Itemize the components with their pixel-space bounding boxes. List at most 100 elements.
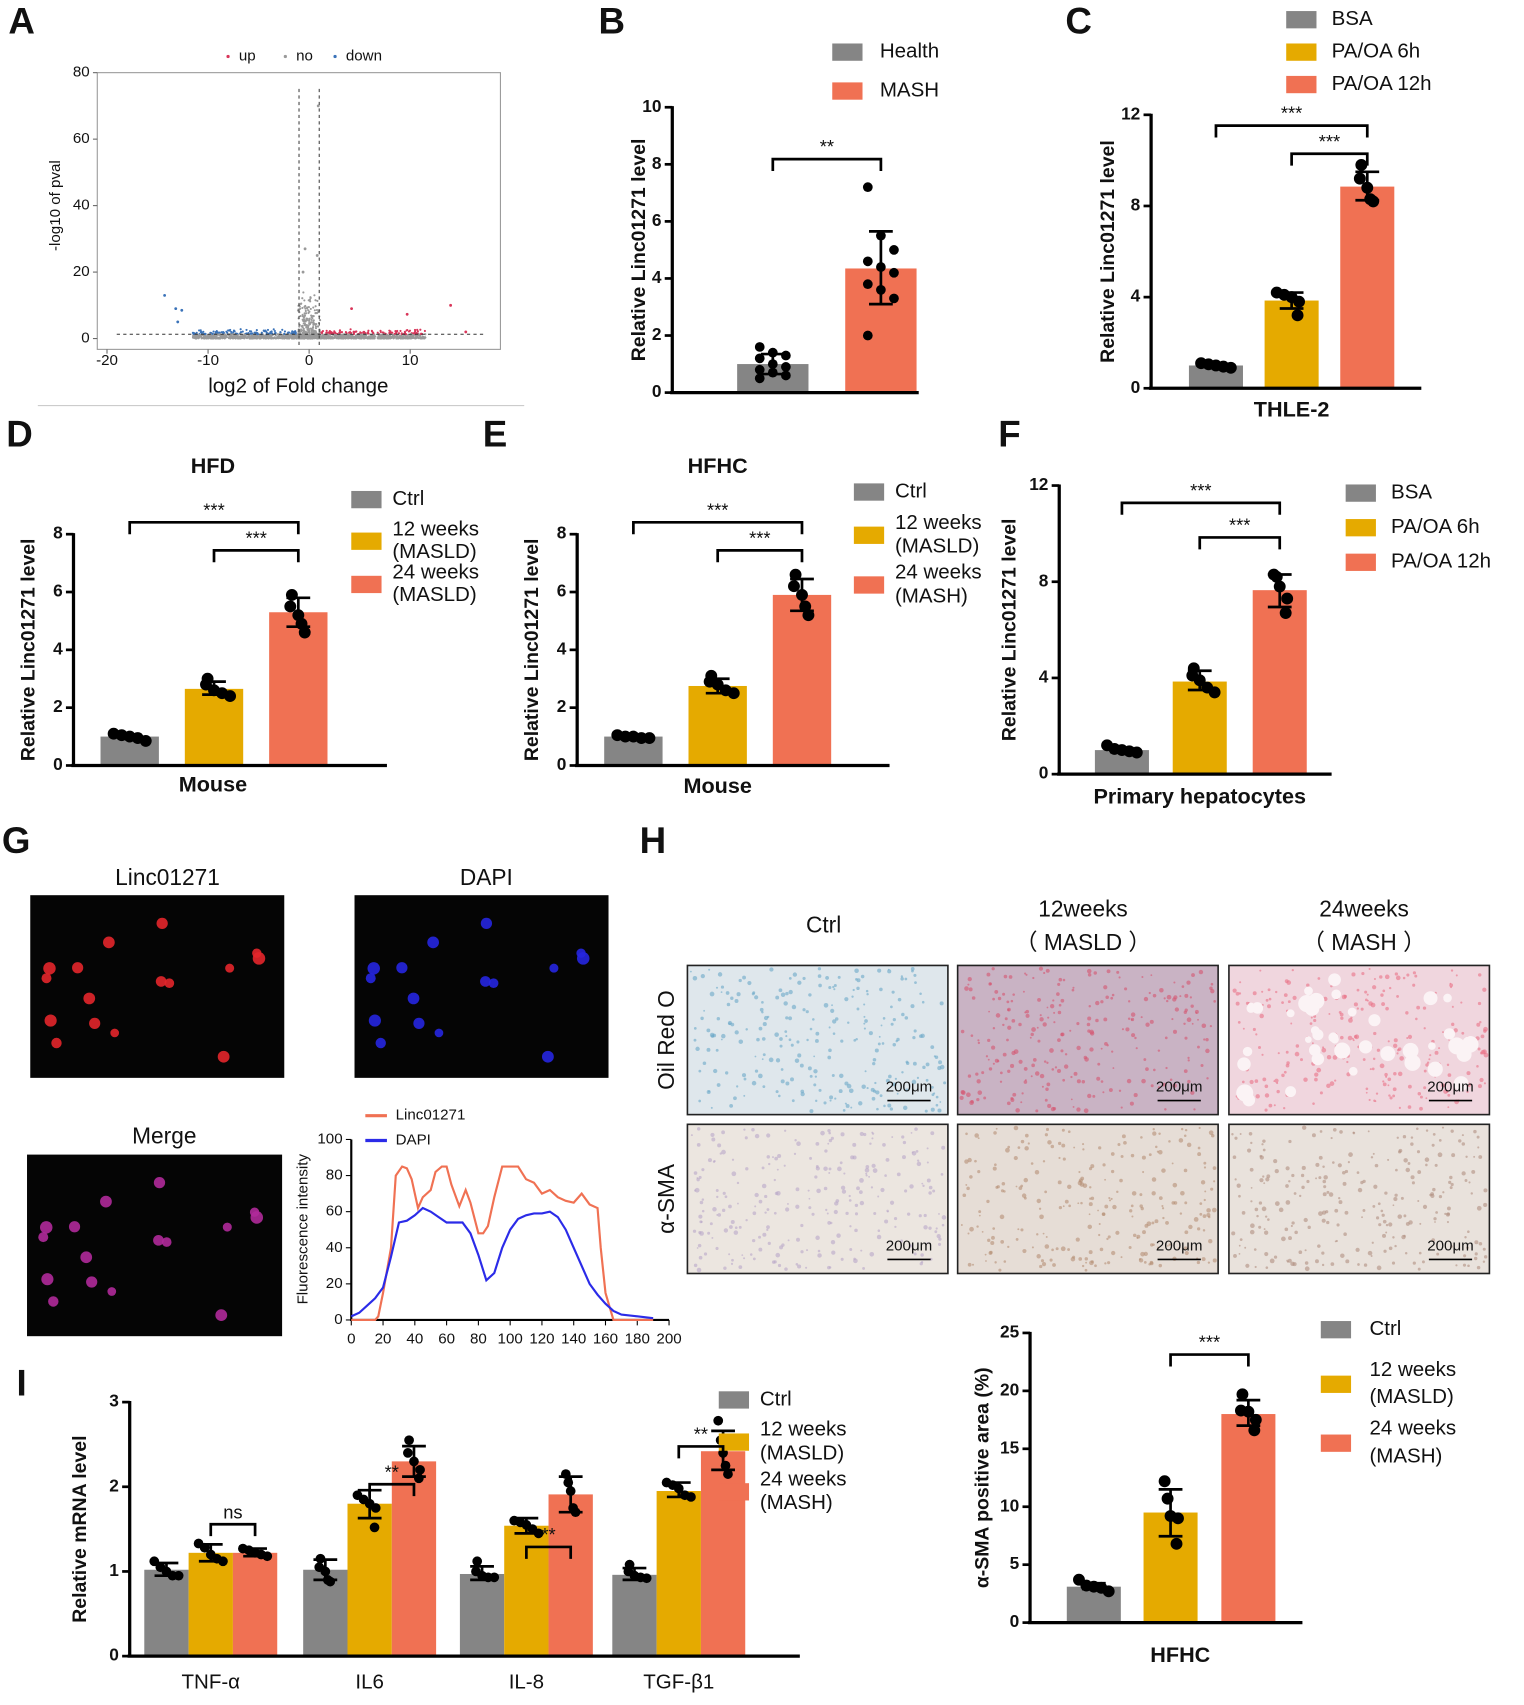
stain-dot <box>997 996 1002 1001</box>
stain-dot <box>1425 1129 1429 1132</box>
stain-dot <box>1290 1224 1293 1228</box>
stain-dot <box>830 1008 835 1013</box>
stain-dot <box>701 1198 705 1201</box>
stain-dot <box>733 1096 737 1101</box>
stain-dot <box>787 1239 790 1242</box>
stain-dot <box>993 1131 997 1135</box>
stain-dot <box>1089 1197 1092 1200</box>
stain-dot <box>1286 1259 1289 1262</box>
stain-dot <box>743 1077 747 1081</box>
stain-dot <box>1294 1051 1300 1057</box>
bar <box>232 1552 278 1657</box>
stain-dot <box>1306 983 1310 987</box>
stain-dot <box>1087 1029 1091 1033</box>
stain-dot <box>815 1039 819 1043</box>
stain-dot <box>896 1092 899 1095</box>
stain-dot <box>1041 1262 1047 1267</box>
data-point <box>309 307 312 311</box>
stain-dot <box>1150 974 1153 977</box>
stain-dot <box>730 996 734 1000</box>
stain-dot <box>834 1097 837 1100</box>
histology-image <box>686 1123 949 1275</box>
stain-dot <box>823 1002 829 1008</box>
stain-dot <box>1407 1162 1411 1165</box>
legend-swatch <box>718 1391 750 1409</box>
stain-dot <box>1342 1170 1346 1175</box>
stain-dot <box>1130 1018 1133 1021</box>
stain-dot <box>876 1234 882 1240</box>
stain-dot <box>809 1109 814 1114</box>
stain-dot <box>1406 1036 1409 1040</box>
scale-bar-label: 200μm <box>1156 1079 1203 1096</box>
stain-dot <box>1244 1246 1247 1249</box>
stain-dot <box>1189 996 1192 999</box>
stain-dot <box>1259 969 1262 972</box>
stain-dot <box>1423 1069 1427 1073</box>
stain-dot <box>1037 998 1041 1002</box>
data-point <box>388 334 391 337</box>
data-point <box>245 337 249 340</box>
y-tick-label: 80 <box>326 1167 343 1184</box>
stain-dot <box>1193 1108 1196 1111</box>
stain-dot <box>1056 992 1060 996</box>
stain-dot <box>1392 1087 1397 1092</box>
stain-dot <box>702 1061 707 1066</box>
stain-dot <box>1000 1240 1005 1244</box>
stain-dot <box>1424 1157 1430 1162</box>
stain-dot <box>1388 1094 1391 1097</box>
stain-dot <box>1198 1126 1201 1130</box>
stain-dot <box>1031 1063 1035 1068</box>
data-point <box>288 337 291 340</box>
stain-dot <box>1314 1072 1319 1077</box>
stain-dot <box>1261 1053 1264 1056</box>
data-point <box>176 320 180 324</box>
data-point <box>286 331 289 335</box>
stain-dot <box>891 1136 894 1138</box>
stain-dot <box>1161 1168 1166 1173</box>
stain-dot <box>1368 1001 1373 1006</box>
stain-dot <box>930 1107 935 1112</box>
significance-bracket <box>368 1482 416 1497</box>
stain-dot <box>1398 1150 1402 1154</box>
row-label: α-SMA <box>653 1163 679 1234</box>
stain-dot <box>818 1088 822 1092</box>
stain-dot <box>697 1243 702 1248</box>
stain-dot <box>1410 1175 1415 1180</box>
stain-dot <box>747 980 752 986</box>
y-tick-label: 3 <box>109 1391 119 1411</box>
stain-dot <box>871 1131 874 1134</box>
stain-dot <box>1168 1243 1171 1246</box>
stain-dot <box>1098 1222 1101 1226</box>
data-point <box>285 588 298 601</box>
legend-label-up: up <box>239 47 256 64</box>
stain-dot <box>1465 1155 1468 1158</box>
stain-dot <box>1125 1027 1130 1032</box>
stain-dot <box>1017 1228 1020 1231</box>
data-point <box>294 331 297 334</box>
legend-label: Health <box>880 40 939 63</box>
y-tick-label: 4 <box>557 638 567 658</box>
stain-dot <box>808 993 812 997</box>
data-point <box>303 315 306 318</box>
stain-dot <box>1157 1086 1161 1089</box>
x-tick-label: -20 <box>96 352 118 369</box>
data-point <box>333 330 336 333</box>
stain-dot <box>1425 1097 1428 1100</box>
stain-dot <box>1419 1095 1423 1099</box>
stain-dot <box>1453 1028 1458 1033</box>
data-point <box>205 337 208 340</box>
stain-dot <box>1262 1148 1266 1152</box>
stain-dot <box>1072 1106 1075 1108</box>
lipid-droplet <box>1348 1066 1358 1076</box>
y-tick-label: 40 <box>326 1239 343 1256</box>
data-point <box>413 1473 424 1484</box>
data-point <box>313 329 316 333</box>
y-tick-label: 80 <box>73 64 90 81</box>
bar <box>700 1451 746 1657</box>
stain-dot <box>1436 1252 1440 1256</box>
stain-dot <box>1043 971 1046 975</box>
stain-dot <box>853 1257 856 1261</box>
data-point <box>262 329 265 332</box>
stain-dot <box>1157 1049 1161 1052</box>
stain-dot <box>1051 1248 1054 1252</box>
